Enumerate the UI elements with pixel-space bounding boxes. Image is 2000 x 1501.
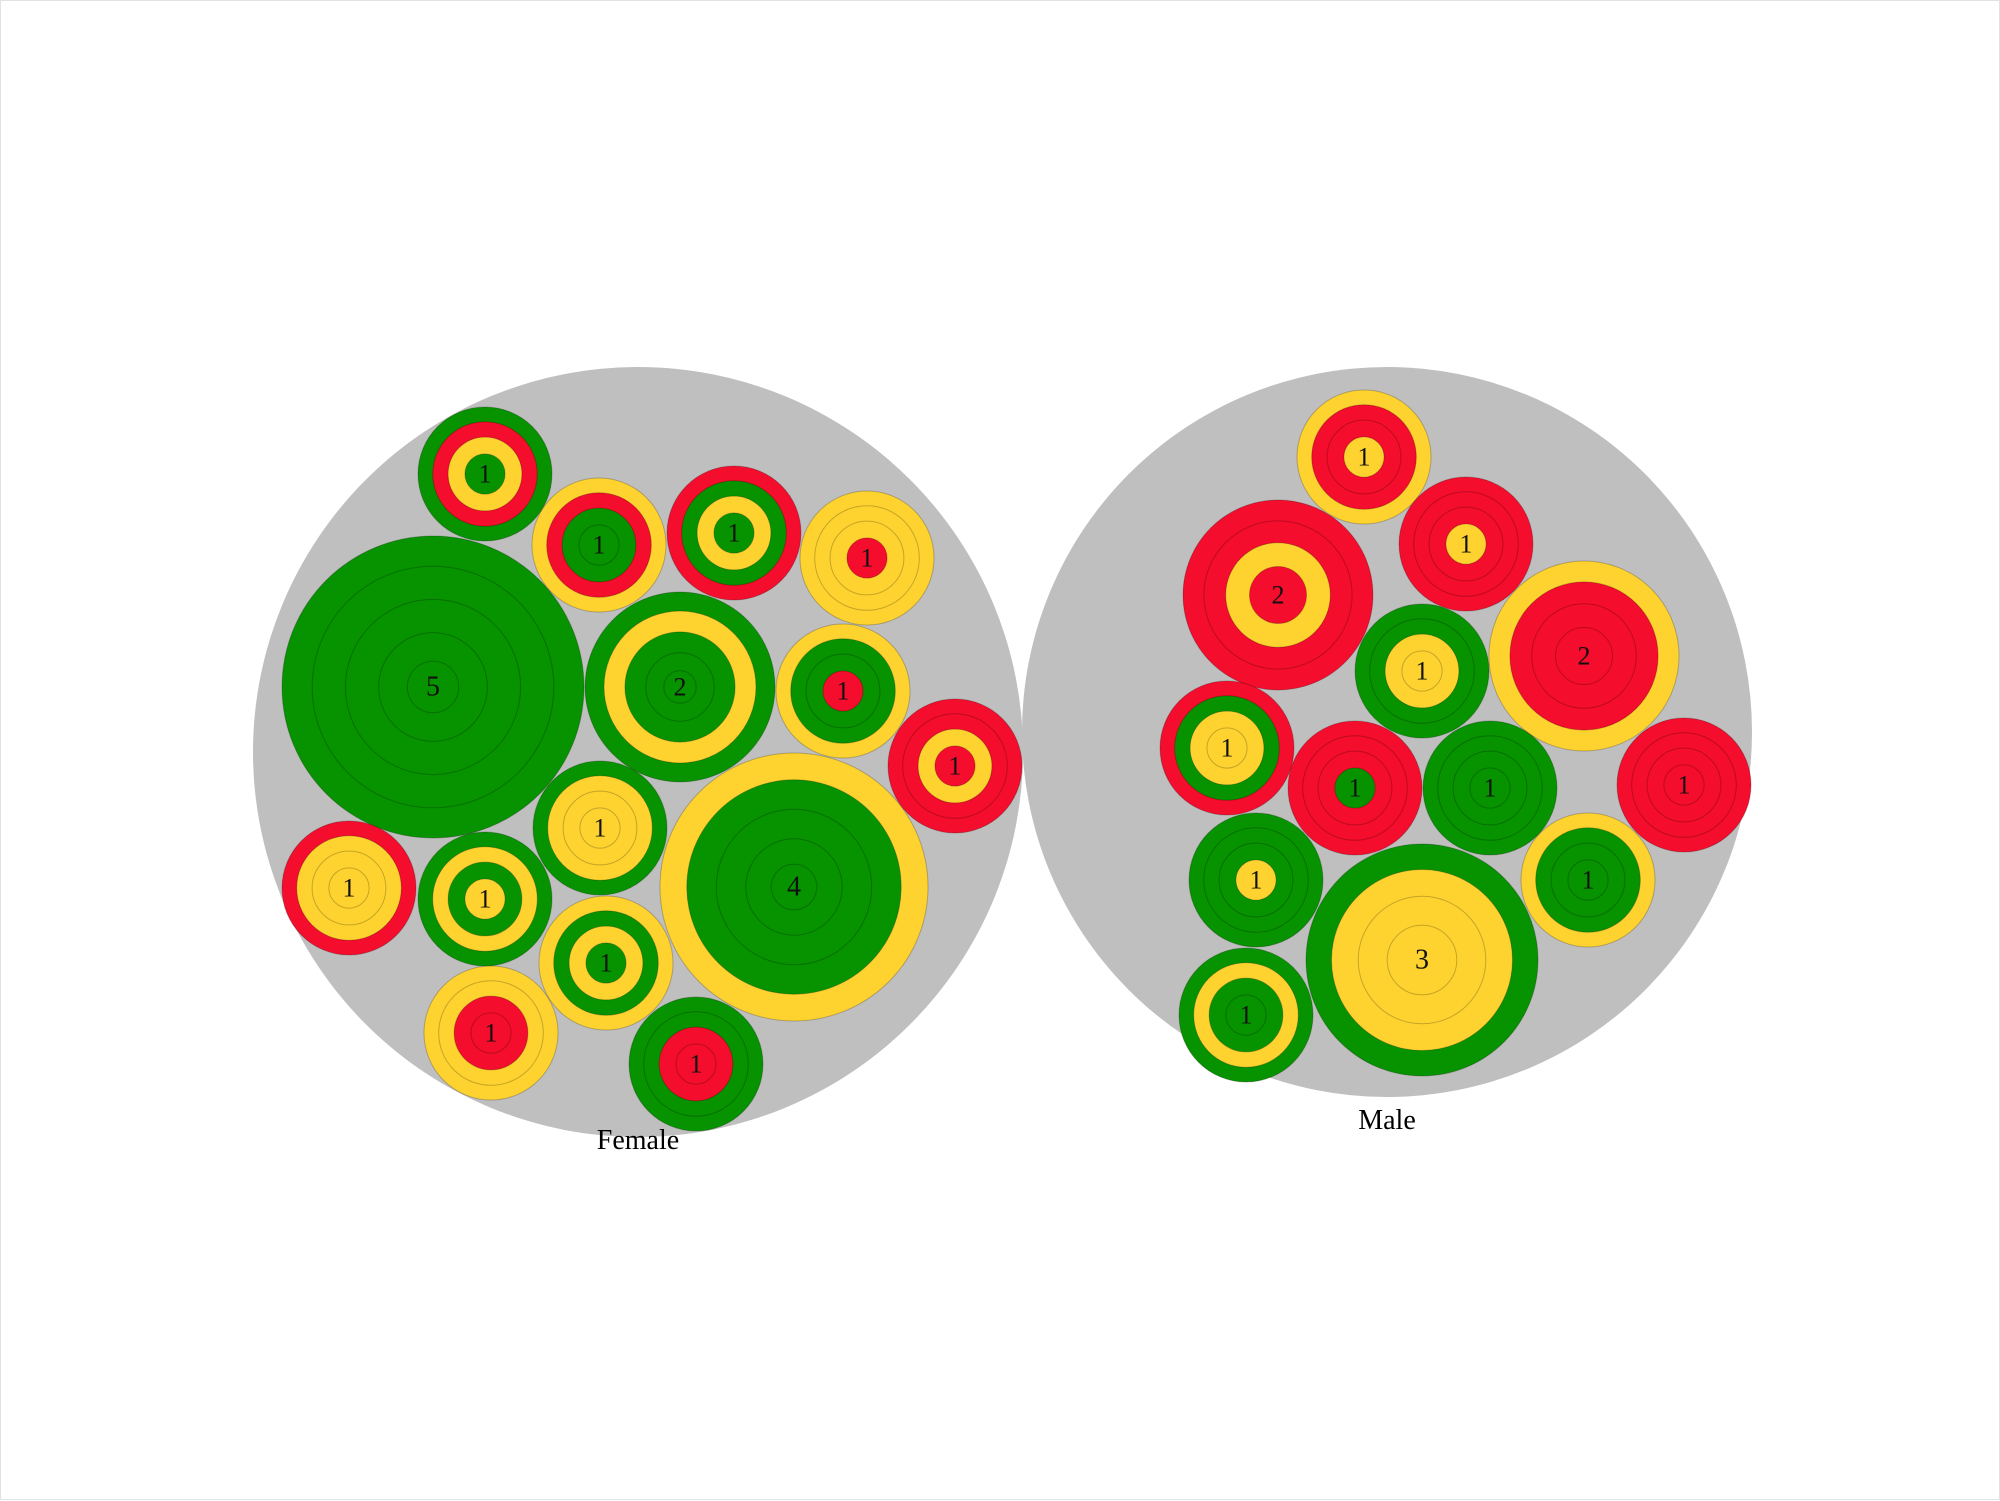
female-node-count: 1 [594, 814, 607, 843]
female-node-count: 1 [837, 677, 850, 706]
female-node-count: 1 [479, 885, 492, 914]
female-node-ring [406, 660, 460, 714]
female-node: 1 [423, 965, 559, 1101]
male-node-ring [1555, 627, 1613, 685]
female-node-count: 4 [787, 872, 801, 903]
male-node: 2 [1488, 560, 1680, 752]
female-node: 1 [887, 698, 1023, 834]
female-group: 5 4 2 1 1 1 1 1 1 1 1 1 1 1 1 Female [253, 367, 1023, 1156]
female-node-count: 1 [861, 544, 874, 573]
male-group: 3 2 2 1 1 1 1 1 1 1 1 1 1 Male [1022, 367, 1752, 1136]
male-node-count: 3 [1415, 945, 1429, 976]
female-node: 1 [532, 760, 668, 896]
male-node: 1 [1354, 603, 1490, 739]
male-node-ring [1469, 767, 1511, 809]
male-node: 1 [1422, 720, 1558, 856]
male-node-ring [1343, 436, 1385, 478]
female-node: 4 [659, 752, 929, 1022]
female-node: 1 [775, 623, 911, 759]
male-node: 1 [1188, 812, 1324, 948]
male-node-count: 2 [1578, 642, 1591, 671]
male-node-ring [1386, 924, 1458, 996]
male-node-ring [1445, 523, 1487, 565]
female-node-ring [578, 524, 620, 566]
female-node-ring [663, 670, 697, 704]
male-node-count: 1 [1221, 734, 1234, 763]
female-node: 1 [666, 465, 802, 601]
female-node-count: 1 [343, 874, 356, 903]
female-node-count: 1 [600, 949, 613, 978]
female-node-count: 1 [728, 519, 741, 548]
male-node-ring [1225, 994, 1267, 1036]
male-node-count: 1 [1484, 774, 1497, 803]
female-node-ring [846, 537, 888, 579]
male-node-ring [1567, 859, 1609, 901]
male-node-ring [1401, 650, 1443, 692]
male-node: 1 [1287, 720, 1423, 856]
female-node: 1 [417, 831, 553, 967]
female-node-ring [822, 670, 864, 712]
male-node: 2 [1182, 499, 1374, 691]
female-group-label: Female [597, 1125, 679, 1156]
male-node: 1 [1296, 389, 1432, 525]
female-node-ring [464, 453, 506, 495]
female-node-ring [464, 878, 506, 920]
male-group-label: Male [1358, 1105, 1416, 1136]
female-node: 1 [538, 895, 674, 1031]
male-node-count: 1 [1349, 774, 1362, 803]
female-node-count: 1 [593, 531, 606, 560]
male-node-count: 1 [1678, 771, 1691, 800]
male-node-count: 1 [1358, 443, 1371, 472]
female-node-count: 1 [949, 752, 962, 781]
male-node-ring [1663, 764, 1705, 806]
female-node-ring [770, 863, 818, 911]
female-node: 2 [584, 591, 776, 783]
female-node-count: 5 [426, 672, 440, 703]
male-node: 3 [1305, 843, 1539, 1077]
male-node: 1 [1398, 476, 1534, 612]
female-node-count: 1 [690, 1050, 703, 1079]
female-node: 1 [628, 996, 764, 1132]
male-node-ring [1235, 859, 1277, 901]
male-node-count: 1 [1460, 530, 1473, 559]
male-node: 1 [1616, 717, 1752, 853]
male-node-count: 1 [1416, 657, 1429, 686]
male-node-ring [1206, 727, 1248, 769]
female-node-ring [675, 1043, 717, 1085]
female-node: 1 [799, 490, 935, 626]
female-node: 1 [531, 477, 667, 613]
female-node-ring [470, 1012, 512, 1054]
female-node-ring [579, 807, 621, 849]
female-node-count: 1 [485, 1019, 498, 1048]
female-node-ring [934, 745, 976, 787]
female-node: 5 [281, 535, 585, 839]
male-node-ring [1249, 566, 1307, 624]
male-node: 1 [1178, 947, 1314, 1083]
female-node-ring [713, 512, 755, 554]
female-node-count: 2 [674, 673, 687, 702]
male-node: 1 [1520, 812, 1656, 948]
male-node-count: 1 [1240, 1001, 1253, 1030]
male-node-count: 1 [1582, 866, 1595, 895]
female-node-count: 1 [479, 460, 492, 489]
male-node-count: 1 [1250, 866, 1263, 895]
female-node-ring [328, 867, 370, 909]
male-node: 1 [1159, 680, 1295, 816]
female-node: 1 [417, 406, 553, 542]
female-node-ring [585, 942, 627, 984]
male-node-count: 2 [1272, 581, 1285, 610]
male-node-ring [1334, 767, 1376, 809]
female-node: 1 [281, 820, 417, 956]
